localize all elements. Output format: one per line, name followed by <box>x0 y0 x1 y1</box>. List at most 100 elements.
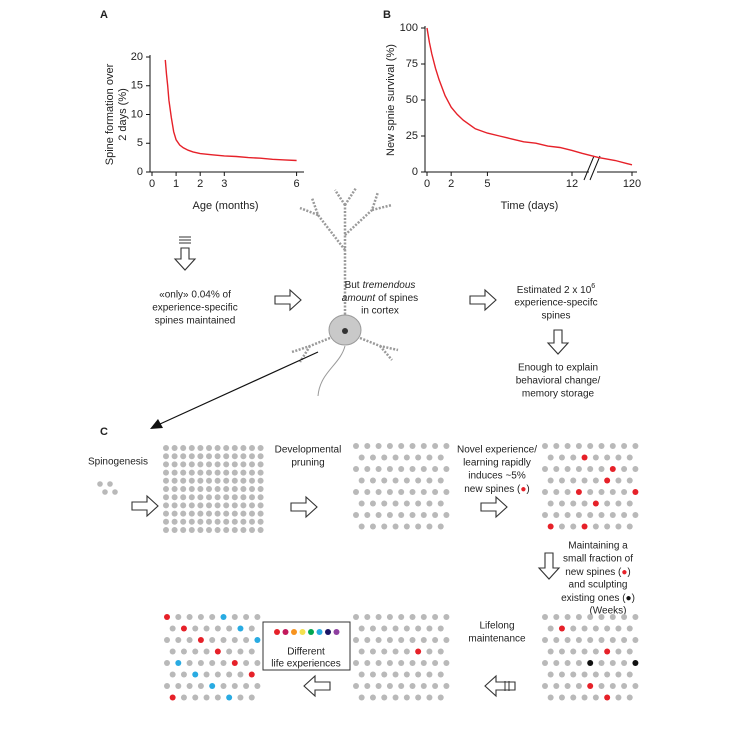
spine-dot <box>231 502 238 509</box>
link-arrowhead <box>150 419 163 429</box>
spine-dot <box>403 694 410 701</box>
spine-dot <box>392 671 399 678</box>
maintaining-text: new spines (●) <box>565 567 631 578</box>
enough-text: memory storage <box>522 389 595 400</box>
spine-dot <box>220 660 227 666</box>
spine-dot <box>621 443 628 449</box>
spine-dot <box>249 445 255 451</box>
y-tick-label: 50 <box>406 94 418 106</box>
spine-dot <box>564 489 571 495</box>
legend-dot <box>333 629 340 635</box>
spine-dot <box>169 671 176 678</box>
spine-dot <box>249 502 255 509</box>
spine-dot <box>415 454 422 461</box>
flow-arrow <box>290 495 318 519</box>
spine-dot <box>249 477 255 484</box>
spine-dot <box>615 648 622 655</box>
spine-dot <box>432 489 439 495</box>
spine-dot <box>575 614 582 620</box>
spine-dot <box>598 466 605 472</box>
spine-dot <box>188 494 195 501</box>
spine-dot <box>403 648 410 655</box>
spine-dot <box>581 477 588 484</box>
spine-dot <box>558 500 565 507</box>
spine-dot <box>443 637 450 643</box>
spine-dot <box>243 637 250 643</box>
spine-dot <box>240 494 247 501</box>
spine-dot <box>197 445 204 451</box>
spine-dot <box>553 512 560 518</box>
flow-arrow <box>274 288 302 312</box>
spine-dot <box>626 625 633 632</box>
spine-dot <box>570 477 577 484</box>
spine-dot <box>163 461 169 468</box>
lifelong-text: Lifelong <box>479 621 514 632</box>
spine-dot <box>587 489 594 495</box>
spine-dot <box>626 454 633 461</box>
spine-dot <box>206 477 212 484</box>
spine-dot <box>206 469 212 476</box>
spine-dot <box>403 625 410 632</box>
x-axis-label: Age (months) <box>192 200 258 212</box>
enough-text: behavioral change/ <box>516 376 601 387</box>
spine-dot <box>180 527 187 533</box>
legend-dot <box>291 629 297 635</box>
spine-dot <box>257 510 264 517</box>
spine-dot <box>364 637 371 643</box>
spine-dot <box>426 625 433 632</box>
y-tick-label: 20 <box>131 51 143 63</box>
spine-dot <box>223 445 230 451</box>
spine-dot <box>592 500 599 507</box>
only-text: experience-specific <box>152 303 238 314</box>
spine-dot <box>558 523 565 530</box>
spine-dot <box>621 683 628 689</box>
spine-dot <box>197 614 204 620</box>
spine-dot <box>426 500 433 507</box>
spine-dot <box>214 445 221 451</box>
spine-dot <box>432 683 439 689</box>
spine-dot <box>188 453 195 460</box>
spine-dot <box>581 694 588 701</box>
y-axis-label: 2 days (%) <box>117 88 129 141</box>
spine-dot <box>409 489 416 495</box>
x-tick-label: 2 <box>448 178 454 190</box>
spine-dot <box>592 477 599 484</box>
maintaining-text: existing ones (●) <box>561 593 635 604</box>
spine-dot <box>164 637 170 643</box>
spine-dot <box>248 671 255 678</box>
spine-dot <box>353 512 359 518</box>
spine-dot <box>432 466 439 472</box>
spine-dot <box>206 502 212 509</box>
x-tick-label: 6 <box>294 178 300 190</box>
spine-dot <box>432 614 439 620</box>
flow-arrow <box>173 247 197 271</box>
spine-dot <box>186 660 193 666</box>
spine-dot <box>197 477 204 484</box>
spine-dot <box>206 486 212 492</box>
spine-dot <box>403 477 410 484</box>
spine-dot <box>632 683 639 689</box>
x-tick-label: 12 <box>566 178 578 190</box>
spine-dot <box>369 625 376 632</box>
spine-dot <box>358 523 365 530</box>
spine-dot <box>197 637 204 643</box>
spine-dot <box>415 477 422 484</box>
spine-dot <box>609 443 616 449</box>
spine-dot <box>353 489 359 495</box>
spine-dot <box>592 625 599 632</box>
spine-dot <box>231 469 238 476</box>
spine-dot <box>107 481 113 487</box>
spine-dot <box>169 648 176 655</box>
spine-dot <box>437 671 444 678</box>
spine-dot <box>570 694 577 701</box>
spine-dot <box>398 683 405 689</box>
spine-dot <box>437 477 444 484</box>
legend-dot <box>308 629 314 635</box>
spine-dot <box>632 466 639 472</box>
text-part: tremendous <box>363 280 416 291</box>
text-part: Estimated 2 x 10 <box>517 285 592 296</box>
spine-dot <box>542 660 548 666</box>
spine-dot <box>386 637 393 643</box>
spine-dot <box>375 512 382 518</box>
spine-dot <box>615 694 622 701</box>
